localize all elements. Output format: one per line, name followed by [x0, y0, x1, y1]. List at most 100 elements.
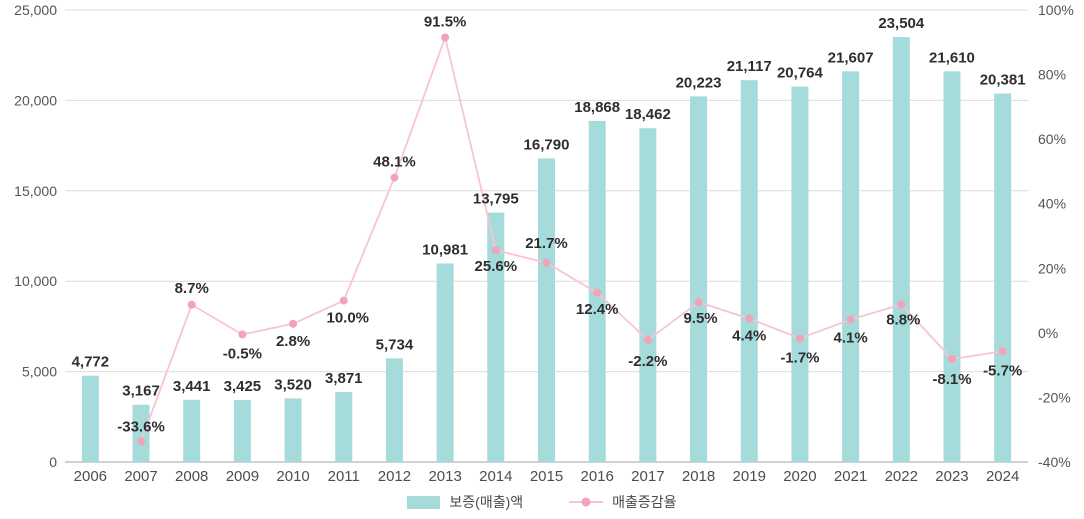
- right-axis-tick: -40%: [1038, 454, 1071, 470]
- line-point-2020[interactable]: [795, 334, 804, 343]
- bar-2022[interactable]: [892, 37, 910, 463]
- line-point-2023[interactable]: [947, 355, 956, 364]
- bar-value-label: 21,117: [727, 58, 772, 75]
- bar-value-label: 18,462: [625, 106, 671, 123]
- x-axis-label: 2024: [986, 468, 1019, 485]
- x-axis-label: 2022: [885, 468, 918, 485]
- line-point-2009[interactable]: [238, 330, 247, 339]
- bar-value-label: 20,223: [676, 74, 722, 91]
- x-axis-label: 2014: [479, 468, 512, 485]
- bar-2018[interactable]: [690, 96, 708, 462]
- line-point-2012[interactable]: [390, 173, 399, 182]
- left-axis-tick: 0: [49, 454, 57, 470]
- growth-value-label: 8.8%: [886, 311, 920, 328]
- bar-value-label: 4,772: [72, 354, 110, 371]
- chart-legend: 보증(매출)액 매출증감율: [0, 492, 1084, 512]
- right-axis-tick: 60%: [1038, 131, 1066, 147]
- bar-value-label: 20,381: [980, 72, 1026, 89]
- legend-item-bar-series[interactable]: 보증(매출)액: [407, 492, 523, 512]
- bar-2007[interactable]: [132, 404, 150, 462]
- right-axis-tick: 0%: [1038, 325, 1058, 341]
- growth-value-label: 48.1%: [373, 154, 416, 171]
- right-axis-tick: 80%: [1038, 67, 1066, 83]
- x-axis-label: 2021: [834, 468, 867, 485]
- line-point-2024[interactable]: [998, 347, 1007, 356]
- left-axis-tick: 5,000: [22, 364, 57, 380]
- line-series-swatch-icon: [569, 497, 604, 507]
- line-point-2013[interactable]: [441, 33, 450, 42]
- bar-value-label: 13,795: [473, 191, 519, 208]
- growth-value-label: 12.4%: [576, 301, 619, 318]
- bar-2009[interactable]: [233, 400, 251, 462]
- legend-bar-label: 보증(매출)액: [449, 494, 524, 510]
- bar-2011[interactable]: [335, 392, 353, 462]
- growth-value-label: -8.1%: [932, 371, 971, 388]
- x-axis-label: 2013: [428, 468, 461, 485]
- bar-value-label: 3,871: [325, 370, 363, 387]
- x-axis-label: 2020: [783, 468, 816, 485]
- legend-line-label: 매출증감율: [612, 494, 677, 510]
- growth-value-label: 8.7%: [175, 280, 209, 297]
- x-axis-label: 2017: [631, 468, 664, 485]
- bar-series-swatch-icon: [407, 495, 441, 509]
- right-axis-tick: 20%: [1038, 260, 1066, 276]
- line-point-2017[interactable]: [643, 335, 652, 344]
- bar-value-label: 20,764: [777, 65, 824, 82]
- left-axis-tick: 10,000: [14, 273, 57, 289]
- x-axis-label: 2010: [276, 468, 309, 485]
- bar-2019[interactable]: [740, 80, 758, 462]
- line-point-2007[interactable]: [137, 437, 146, 446]
- right-axis-tick: 100%: [1038, 2, 1074, 18]
- growth-value-label: 21.7%: [525, 235, 568, 252]
- line-point-2015[interactable]: [542, 258, 551, 267]
- x-axis-label: 2023: [935, 468, 968, 485]
- line-point-2008[interactable]: [187, 300, 196, 309]
- bar-2008[interactable]: [183, 399, 201, 462]
- growth-value-label: 9.5%: [683, 310, 717, 327]
- growth-value-label: -5.7%: [983, 362, 1022, 379]
- line-point-2019[interactable]: [745, 314, 754, 323]
- bar-2014[interactable]: [487, 212, 505, 462]
- bar-2015[interactable]: [538, 158, 555, 462]
- bar-value-label: 18,868: [574, 99, 620, 116]
- bar-2021[interactable]: [842, 71, 860, 462]
- legend-item-line-series[interactable]: 매출증감율: [569, 492, 677, 512]
- bar-2024[interactable]: [994, 93, 1012, 462]
- bar-value-label: 21,607: [828, 49, 874, 66]
- left-axis-tick: 25,000: [14, 2, 57, 18]
- line-point-2022[interactable]: [897, 300, 906, 309]
- line-point-2010[interactable]: [289, 319, 298, 328]
- bar-value-label: 21,610: [929, 49, 975, 66]
- x-axis-label: 2009: [226, 468, 259, 485]
- right-axis-tick: 40%: [1038, 196, 1066, 212]
- bar-2020[interactable]: [791, 86, 809, 462]
- left-axis-tick: 20,000: [14, 92, 57, 108]
- line-point-2014[interactable]: [491, 246, 500, 255]
- growth-value-label: -0.5%: [223, 345, 262, 362]
- growth-value-label: 2.8%: [276, 333, 310, 350]
- growth-rate-line: [140, 34, 1003, 442]
- bar-2013[interactable]: [436, 263, 454, 462]
- growth-value-label: 91.5%: [424, 13, 467, 30]
- bar-value-label: 3,520: [274, 376, 312, 393]
- line-point-2016[interactable]: [593, 288, 602, 297]
- bar-2017[interactable]: [639, 128, 657, 463]
- bar-2006[interactable]: [81, 375, 99, 462]
- growth-value-label: 10.0%: [326, 310, 369, 327]
- x-axis-label: 2016: [580, 468, 613, 485]
- x-axis-label: 2006: [74, 468, 107, 485]
- bar-value-label: 3,167: [122, 383, 160, 400]
- bar-2010[interactable]: [284, 398, 302, 462]
- bar-value-label: 3,425: [224, 378, 262, 395]
- bar-2023[interactable]: [943, 71, 961, 462]
- x-axis-label: 2018: [682, 468, 715, 485]
- line-point-2021[interactable]: [846, 315, 855, 324]
- line-point-2018[interactable]: [694, 298, 703, 307]
- bar-value-label: 10,981: [422, 241, 468, 258]
- x-axis-label: 2008: [175, 468, 208, 485]
- line-point-2011[interactable]: [339, 296, 348, 305]
- bar-2012[interactable]: [385, 358, 403, 462]
- bar-value-label: 5,734: [376, 336, 414, 353]
